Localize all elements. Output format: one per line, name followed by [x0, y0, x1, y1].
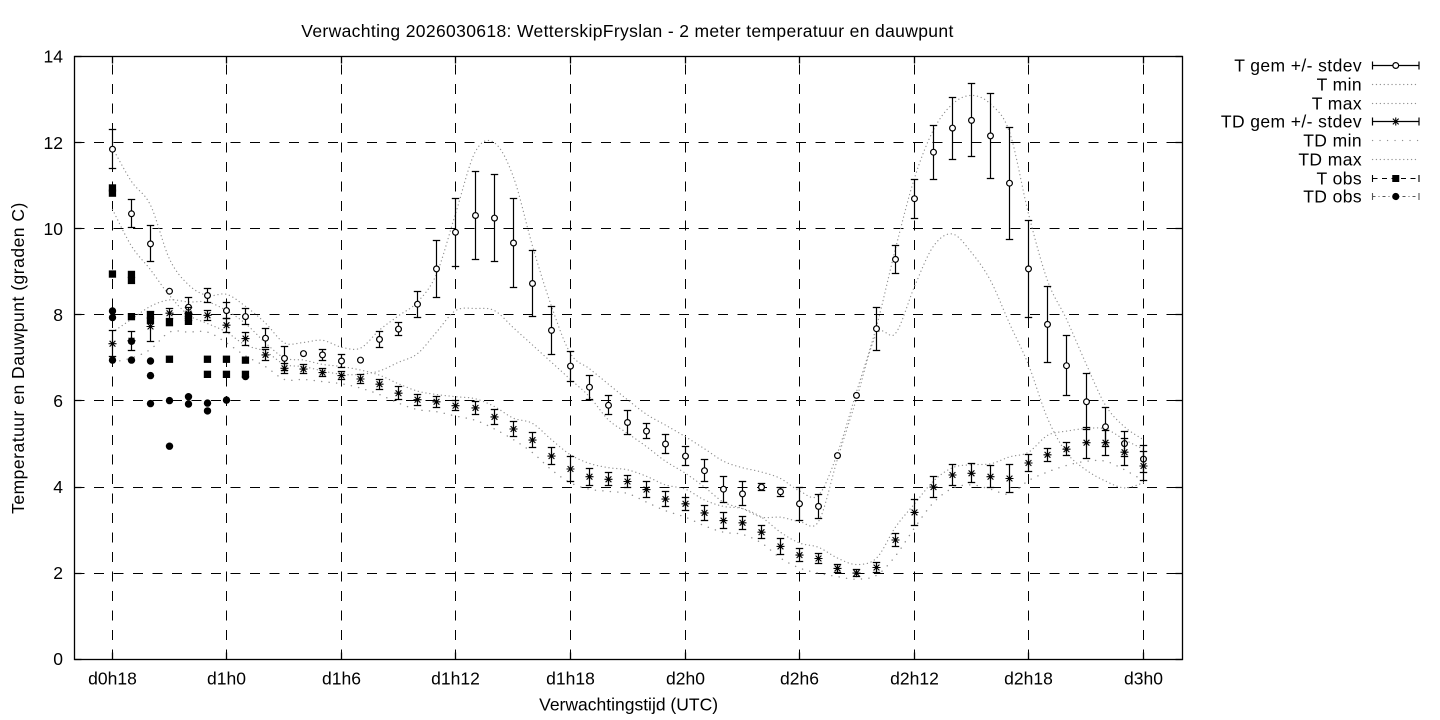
svg-text:T obs: T obs [1317, 169, 1362, 189]
svg-text:d2h6: d2h6 [780, 669, 819, 689]
svg-text:4: 4 [53, 477, 63, 497]
svg-text:8: 8 [53, 305, 63, 325]
svg-text:T min: T min [1317, 75, 1362, 95]
svg-text:TD obs: TD obs [1303, 187, 1362, 207]
svg-text:d1h6: d1h6 [322, 669, 361, 689]
svg-text:d1h0: d1h0 [207, 669, 246, 689]
svg-text:Temperatuur en Dauwpunt (grade: Temperatuur en Dauwpunt (graden C) [8, 202, 28, 514]
svg-text:d3h0: d3h0 [1124, 669, 1163, 689]
svg-text:T gem +/- stdev: T gem +/- stdev [1234, 56, 1362, 76]
svg-text:12: 12 [44, 133, 63, 153]
svg-text:d1h12: d1h12 [431, 669, 480, 689]
svg-text:Verwachting 2026030618: Wetter: Verwachting 2026030618: WetterskipFrysla… [301, 21, 953, 41]
svg-text:T max: T max [1312, 94, 1362, 114]
svg-text:Verwachtingstijd (UTC): Verwachtingstijd (UTC) [539, 695, 718, 715]
svg-text:TD gem +/- stdev: TD gem +/- stdev [1221, 112, 1362, 132]
svg-text:14: 14 [44, 47, 64, 67]
svg-text:2: 2 [53, 563, 63, 583]
svg-text:d0h18: d0h18 [88, 669, 137, 689]
svg-text:d2h12: d2h12 [890, 669, 939, 689]
svg-text:6: 6 [53, 391, 63, 411]
svg-text:10: 10 [44, 219, 64, 239]
svg-text:0: 0 [53, 649, 63, 669]
svg-text:d1h18: d1h18 [546, 669, 595, 689]
svg-text:d2h18: d2h18 [1004, 669, 1053, 689]
svg-text:TD max: TD max [1298, 150, 1362, 170]
svg-text:TD min: TD min [1303, 131, 1362, 151]
svg-text:d2h0: d2h0 [666, 669, 705, 689]
